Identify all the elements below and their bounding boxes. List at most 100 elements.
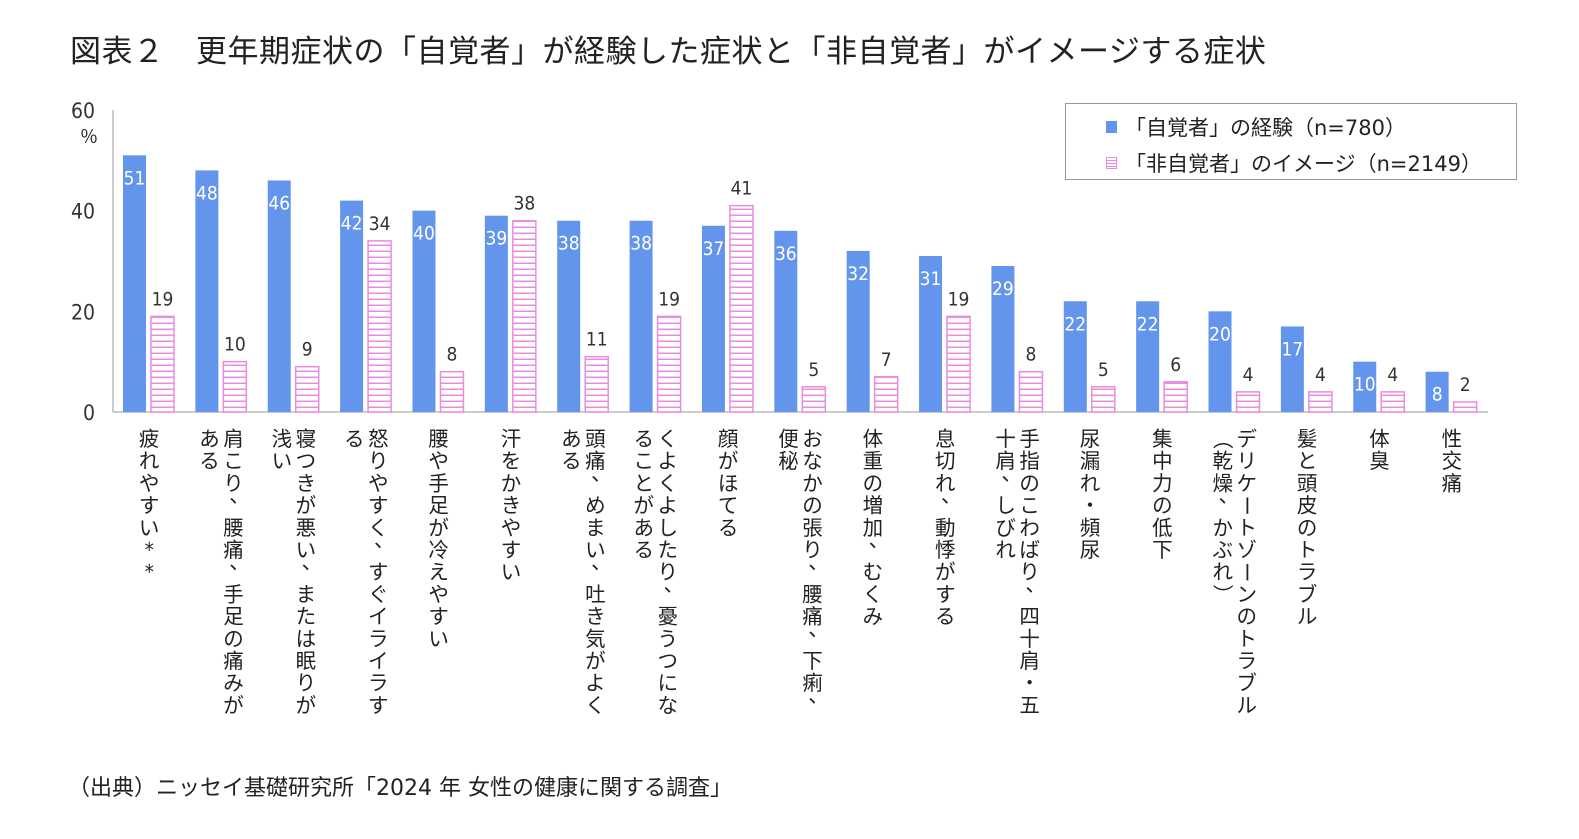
category-label-char: 冷 <box>428 538 449 562</box>
category-label-char: 切 <box>935 449 956 473</box>
category-label-char: な <box>658 693 679 717</box>
bar-image <box>1452 401 1478 413</box>
category-label-char: う <box>658 627 679 651</box>
data-label-experience: 46 <box>268 192 290 214</box>
data-label-image: 4 <box>1315 364 1326 386</box>
category-label-char: 手 <box>428 471 449 495</box>
category-label-char: 体 <box>863 427 884 451</box>
category-label-char: 低 <box>1152 516 1173 540</box>
category-label-char: 、 <box>229 484 250 508</box>
category-label-char: れ <box>935 471 956 495</box>
category-label-char: ト <box>1236 627 1257 651</box>
category-label-char: ル <box>1297 605 1318 629</box>
category-label-char: 、 <box>808 683 829 707</box>
bar-experience <box>1136 301 1160 412</box>
category-label-char: が <box>223 693 244 717</box>
category-label-char: あ <box>634 516 655 540</box>
category-label-char: か <box>1212 516 1233 540</box>
category-label-char: 、 <box>302 550 323 574</box>
bar-experience <box>1280 326 1304 412</box>
legend-item-image: 「非自覚者」のイメージ（n=2149） <box>1106 148 1482 178</box>
category-label-char: 肩 <box>995 449 1016 473</box>
bar-experience <box>340 200 364 412</box>
category-label-char: か <box>501 471 522 495</box>
data-label-experience: 42 <box>341 213 363 235</box>
category-label-char: い <box>296 538 317 562</box>
category-label-char: よ <box>658 494 679 518</box>
bar-experience <box>701 225 725 412</box>
bar-image <box>1308 391 1333 413</box>
bar-experience <box>774 230 798 412</box>
category-label-char: す <box>428 605 449 629</box>
category-label-char: き <box>296 471 317 495</box>
category-label-char: 力 <box>1152 471 1173 495</box>
category-label-char: 汗 <box>501 427 522 451</box>
category-label-char: 腰 <box>223 516 244 540</box>
category-label-char: す <box>935 582 956 606</box>
category-label-char: 、 <box>808 617 829 641</box>
category-label-char: 怒 <box>368 427 389 451</box>
category-label-char: 集 <box>1152 427 1173 451</box>
category-label-char: 肩 <box>223 427 244 451</box>
category-label-char: す <box>368 494 389 518</box>
category-label-char: や <box>428 582 449 606</box>
category-label-char: 交 <box>1442 449 1463 473</box>
category-label-char: る <box>561 449 582 473</box>
category-label-char: 手 <box>1019 427 1040 451</box>
data-label-experience: 22 <box>1064 313 1086 335</box>
data-label-image: 19 <box>948 288 970 310</box>
data-label-experience: 20 <box>1209 323 1231 345</box>
category-label-char: 痛 <box>223 538 244 562</box>
bar-image <box>946 315 971 413</box>
category-label-char: ラ <box>368 671 389 695</box>
category-label-char: の <box>1152 494 1173 518</box>
category-label-char: り <box>296 671 317 695</box>
category-label-char: の <box>1297 516 1318 540</box>
category-label-char: 燥 <box>1212 471 1233 495</box>
category-label-char: が <box>585 649 606 673</box>
category-label-char: す <box>368 560 389 584</box>
y-tick-label: 40 <box>71 200 95 224</box>
bar-experience <box>919 255 943 412</box>
legend-item-experience: 「自覚者」の経験（n=780） <box>1106 112 1406 142</box>
bar-image <box>873 376 899 413</box>
category-label-char: き <box>585 605 606 629</box>
category-label-char: 乾 <box>1212 449 1233 473</box>
category-label-char: び <box>995 516 1016 540</box>
category-label-char: る <box>935 605 956 629</box>
category-label-char: 眠 <box>296 649 317 673</box>
category-label-char: と <box>1297 449 1318 473</box>
data-label-experience: 31 <box>920 268 942 290</box>
category-label-char: 増 <box>863 494 884 518</box>
bar-experience <box>557 220 581 412</box>
category-label-char: イ <box>368 605 389 629</box>
category-label-char: 加 <box>863 516 884 540</box>
category-label-char: が <box>935 560 956 584</box>
category-label-char: ブ <box>1297 582 1318 606</box>
category-label-char: や <box>139 471 160 495</box>
category-label-char: 下 <box>802 649 823 673</box>
category-label-char: ラ <box>368 627 389 651</box>
legend-swatch-image <box>1106 157 1117 169</box>
category-label-char: く <box>658 471 679 495</box>
y-axis-unit: ％ <box>80 127 98 148</box>
data-label-image: 5 <box>808 359 819 381</box>
category-label-char: 体 <box>1369 427 1390 451</box>
category-label-char: し <box>995 494 1016 518</box>
category-label-char: を <box>501 449 522 473</box>
category-label-char: リ <box>1236 449 1257 473</box>
category-label-char: れ <box>139 449 160 473</box>
category-label-char: た <box>296 605 317 629</box>
category-label-char: は <box>296 627 317 651</box>
bar-image <box>1380 391 1406 413</box>
category-label-char: く <box>585 693 606 717</box>
category-label-char: 中 <box>1152 449 1173 473</box>
category-label-char: る <box>634 538 655 562</box>
bar-experience <box>267 180 291 412</box>
category-label-char: ン <box>1236 582 1257 606</box>
data-label-image: 34 <box>369 213 391 235</box>
category-label-char: 、 <box>374 528 395 552</box>
category-label-char: ケ <box>1236 471 1257 495</box>
category-label-char: ） <box>1211 584 1235 605</box>
bar-experience <box>123 155 146 413</box>
